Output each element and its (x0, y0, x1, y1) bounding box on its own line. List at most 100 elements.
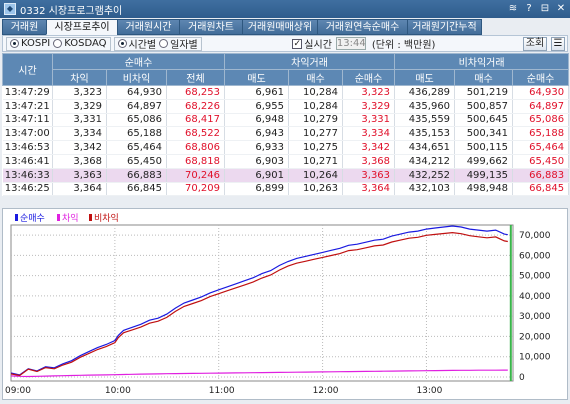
cell: 3,334 (52, 126, 107, 142)
cell: 70,209 (166, 182, 226, 197)
cell: 3,329 (52, 99, 107, 114)
table-row[interactable]: 13:47:21 3,329 64,897 68,226 6,955 10,284 3,32… (2, 99, 570, 114)
cell: 13:46:33 (2, 168, 53, 183)
col-5: 순매수 (342, 69, 396, 86)
cell: 501,219 (454, 85, 514, 100)
cell: 10,284 (288, 85, 344, 100)
x-tick-label: 09:00 (5, 386, 31, 396)
cell: 66,845 (512, 182, 570, 197)
unit-label: (단위 : 백만원) (371, 40, 436, 51)
legend-label: 차익 (62, 212, 79, 224)
y-tick-label: 0 (519, 373, 525, 383)
nonarb-line (10, 231, 508, 377)
table-row[interactable]: 13:47:00 3,334 65,188 68,522 6,943 10,277 3,33… (2, 126, 570, 142)
time-mode-radio[interactable]: 시간별 (117, 36, 156, 51)
cell: 500,645 (454, 113, 514, 128)
cell: 68,253 (166, 85, 226, 100)
cell: 65,450 (512, 154, 570, 169)
plot-frame (10, 224, 514, 382)
cell: 3,368 (52, 154, 107, 169)
col-7: 매수 (454, 69, 514, 86)
menu-icon[interactable]: ☰ (551, 36, 565, 51)
table-row[interactable]: 13:46:53 3,342 65,464 68,806 6,933 10,275 3,34… (2, 140, 570, 155)
kospi-radio[interactable]: KOSPI (10, 38, 50, 49)
col-time: 시간 (2, 53, 53, 86)
cell: 10,275 (288, 140, 344, 155)
cell: 64,930 (106, 85, 167, 100)
cell: 68,226 (166, 99, 226, 114)
time-input[interactable]: 13:44 (335, 37, 366, 50)
table-row[interactable]: 13:47:29 3,323 64,930 68,253 6,961 10,284 3,32… (2, 85, 570, 100)
cell: 3,342 (342, 140, 396, 155)
tab-6[interactable]: 거래원기간누적 (407, 19, 482, 35)
cell: 435,559 (394, 113, 456, 128)
col-3: 매도 (224, 69, 290, 86)
x-tick-label: 13:00 (416, 386, 442, 396)
col-4: 매수 (288, 69, 344, 86)
help-icon[interactable]: ? (526, 3, 532, 14)
cell: 64,930 (512, 85, 570, 100)
group-non-arbitrage: 비차익거래 (394, 53, 570, 70)
y-tick-label: 70,000 (519, 231, 551, 241)
kosdaq-radio[interactable]: KOSDAQ (53, 38, 107, 49)
tab-1[interactable]: 시장프로추이 (46, 19, 117, 35)
legend-swatch (15, 214, 18, 221)
y-tick-label: 10,000 (519, 353, 551, 363)
cell: 3,329 (342, 99, 396, 114)
cell: 65,464 (512, 140, 570, 155)
cell: 65,464 (106, 140, 167, 155)
tab-4[interactable]: 거래원매매상위 (242, 19, 317, 35)
y-tick-label: 20,000 (519, 332, 551, 342)
mode-group: 시간별 일자별 (113, 36, 202, 51)
cell: 3,334 (342, 126, 396, 142)
realtime-checkbox[interactable]: ✓ 실시간 (292, 38, 332, 51)
y-tick-label: 30,000 (519, 312, 551, 322)
layout-icon[interactable]: ≋ (508, 3, 518, 14)
cell: 500,115 (454, 140, 514, 155)
cell: 3,331 (342, 113, 396, 128)
cell: 10,277 (288, 126, 344, 142)
table-row[interactable]: 13:46:25 3,364 66,845 70,209 6,899 10,263 3,36… (2, 182, 570, 197)
cell: 6,903 (224, 154, 290, 169)
query-button[interactable]: 조회 (523, 36, 547, 51)
col-1: 비차익 (106, 69, 167, 86)
y-tick-label: 60,000 (519, 251, 551, 261)
x-tick-label: 11:00 (209, 386, 235, 396)
tab-5[interactable]: 거래원연속순매수 (317, 19, 407, 35)
col-2: 전체 (165, 69, 226, 86)
cell: 70,246 (166, 168, 226, 183)
table-row[interactable]: 13:46:41 3,368 65,450 68,818 6,903 10,271 3,36… (2, 154, 570, 169)
cell: 6,961 (224, 85, 290, 100)
cell: 10,279 (288, 113, 344, 128)
table-row[interactable]: 13:46:33 3,363 66,883 70,246 6,901 10,264 3,36… (2, 168, 570, 183)
cell: 3,323 (342, 85, 396, 100)
cell: 65,188 (512, 126, 570, 142)
cell: 500,857 (454, 99, 514, 114)
cell: 6,901 (224, 168, 290, 183)
close-icon[interactable]: ✕ (556, 3, 566, 14)
day-mode-radio[interactable]: 일자별 (159, 36, 198, 51)
cell: 434,651 (394, 140, 456, 155)
table-row[interactable]: 13:47:11 3,331 65,086 68,417 6,948 10,279 3,33… (2, 113, 570, 128)
group-net-buy: 순매수 (51, 53, 226, 70)
cell: 68,818 (166, 154, 226, 169)
title-bar: ◆ 0332 시장프로그램추이 ≋ ? ⊟ ✕ (0, 0, 570, 18)
app-icon: ◆ (4, 3, 16, 15)
tab-0[interactable]: 거래원 (2, 19, 46, 35)
legend-swatch (57, 214, 60, 221)
cell: 3,363 (52, 168, 107, 183)
cell: 3,364 (342, 182, 396, 197)
minimize-icon[interactable]: ⊟ (540, 3, 550, 14)
market-group: KOSPI KOSDAQ (6, 36, 111, 51)
cell: 68,806 (166, 140, 226, 155)
cell: 10,263 (288, 182, 344, 197)
cell: 434,212 (394, 154, 456, 169)
cell: 13:46:25 (2, 182, 53, 197)
cell: 65,086 (106, 113, 167, 128)
cell: 6,933 (224, 140, 290, 155)
cell: 13:47:21 (2, 99, 53, 114)
cell: 432,252 (394, 168, 456, 183)
cell: 13:47:29 (2, 85, 53, 100)
tab-2[interactable]: 거래원시간 (117, 19, 179, 35)
tab-3[interactable]: 거래원차트 (179, 19, 242, 35)
